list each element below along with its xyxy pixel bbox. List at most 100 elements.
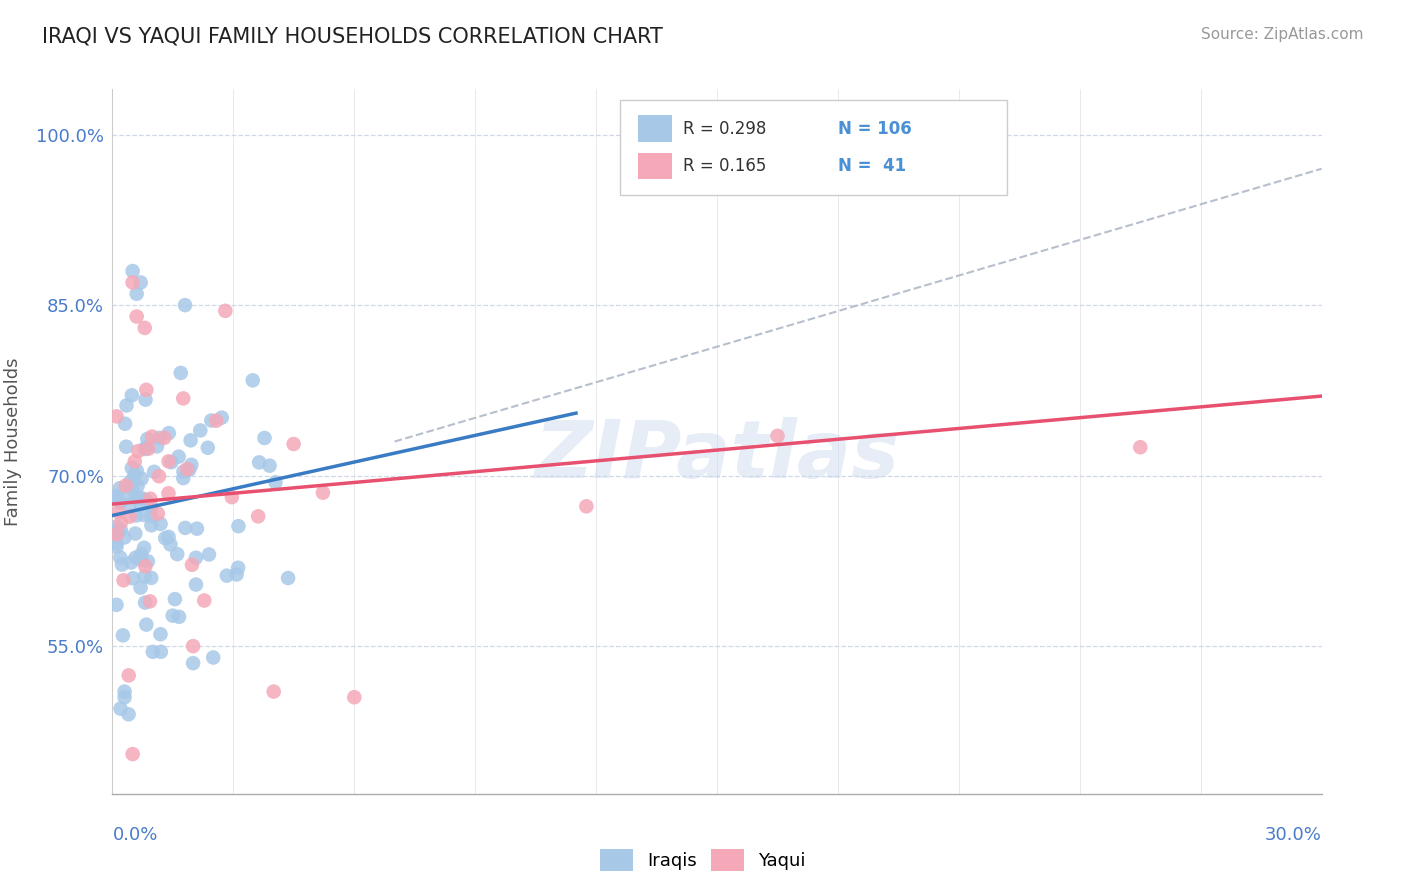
Point — [166, 547, 188, 561]
Point — [167, 610, 190, 624]
Point — [108, 481, 131, 495]
Point — [184, 577, 207, 591]
Bar — [638, 153, 672, 179]
Point — [111, 558, 134, 572]
Point — [118, 509, 141, 524]
Point — [149, 516, 172, 531]
Point — [200, 413, 222, 427]
Text: 0.0%: 0.0% — [112, 826, 157, 844]
Point — [105, 409, 128, 424]
Bar — [638, 115, 672, 142]
Point — [225, 567, 247, 582]
Point — [121, 388, 143, 402]
Point — [228, 519, 250, 533]
Point — [118, 668, 141, 682]
Point — [125, 464, 148, 478]
Point — [105, 491, 128, 505]
Point — [247, 509, 270, 524]
Point — [141, 500, 163, 514]
Point — [134, 442, 156, 456]
Point — [141, 571, 163, 585]
Point — [129, 276, 152, 290]
Point — [121, 747, 143, 761]
Point — [170, 366, 193, 380]
Point — [242, 373, 264, 387]
Point — [125, 508, 148, 523]
Point — [131, 553, 153, 567]
Point — [114, 417, 136, 431]
Point — [125, 286, 148, 301]
Point — [197, 441, 219, 455]
Point — [143, 465, 166, 479]
Point — [134, 569, 156, 583]
Point — [157, 530, 180, 544]
Point — [139, 491, 162, 506]
Y-axis label: Family Households: Family Households — [4, 358, 22, 525]
Point — [105, 540, 128, 554]
Point — [148, 431, 170, 445]
Point — [148, 469, 170, 483]
Point — [127, 444, 149, 458]
Point — [162, 608, 184, 623]
Point — [146, 439, 169, 453]
Point — [205, 414, 228, 428]
Point — [105, 527, 128, 541]
Point — [174, 521, 197, 535]
Point — [124, 467, 146, 482]
Point — [129, 581, 152, 595]
Point — [135, 383, 157, 397]
Point — [214, 303, 236, 318]
Point — [136, 554, 159, 568]
Point — [134, 321, 156, 335]
Text: N = 106: N = 106 — [838, 120, 911, 137]
Point — [283, 437, 305, 451]
Point — [226, 560, 249, 574]
Point — [247, 455, 270, 469]
Point — [135, 493, 157, 508]
Point — [115, 440, 138, 454]
Point — [149, 645, 172, 659]
Point — [122, 571, 145, 585]
Point — [138, 442, 160, 456]
Point — [172, 392, 194, 406]
Text: IRAQI VS YAQUI FAMILY HOUSEHOLDS CORRELATION CHART: IRAQI VS YAQUI FAMILY HOUSEHOLDS CORRELA… — [42, 27, 664, 46]
Point — [107, 505, 129, 519]
Point — [105, 598, 128, 612]
Point — [157, 486, 180, 500]
Point — [120, 475, 142, 489]
Point — [136, 432, 159, 446]
Point — [198, 548, 221, 562]
Point — [221, 490, 243, 504]
Point — [121, 276, 143, 290]
Point — [125, 491, 148, 505]
Point — [181, 558, 204, 572]
FancyBboxPatch shape — [620, 100, 1007, 194]
Point — [108, 550, 131, 565]
Point — [121, 264, 143, 278]
Point — [1129, 440, 1152, 454]
Point — [149, 627, 172, 641]
Point — [139, 594, 162, 608]
Point — [172, 465, 194, 479]
Point — [112, 574, 135, 588]
Point — [115, 399, 138, 413]
Point — [215, 568, 238, 582]
Point — [343, 690, 366, 705]
Point — [129, 547, 152, 561]
Point — [186, 522, 208, 536]
Point — [105, 489, 128, 503]
Point — [132, 541, 155, 555]
Point — [159, 537, 181, 551]
Point — [129, 497, 152, 511]
Text: Source: ZipAtlas.com: Source: ZipAtlas.com — [1201, 27, 1364, 42]
Point — [176, 462, 198, 476]
Point — [107, 524, 129, 539]
Point — [575, 500, 598, 514]
Point — [114, 531, 136, 545]
Point — [114, 478, 136, 492]
Point — [766, 429, 789, 443]
Point — [135, 617, 157, 632]
Point — [141, 518, 163, 533]
Point — [124, 454, 146, 468]
Point — [124, 550, 146, 565]
